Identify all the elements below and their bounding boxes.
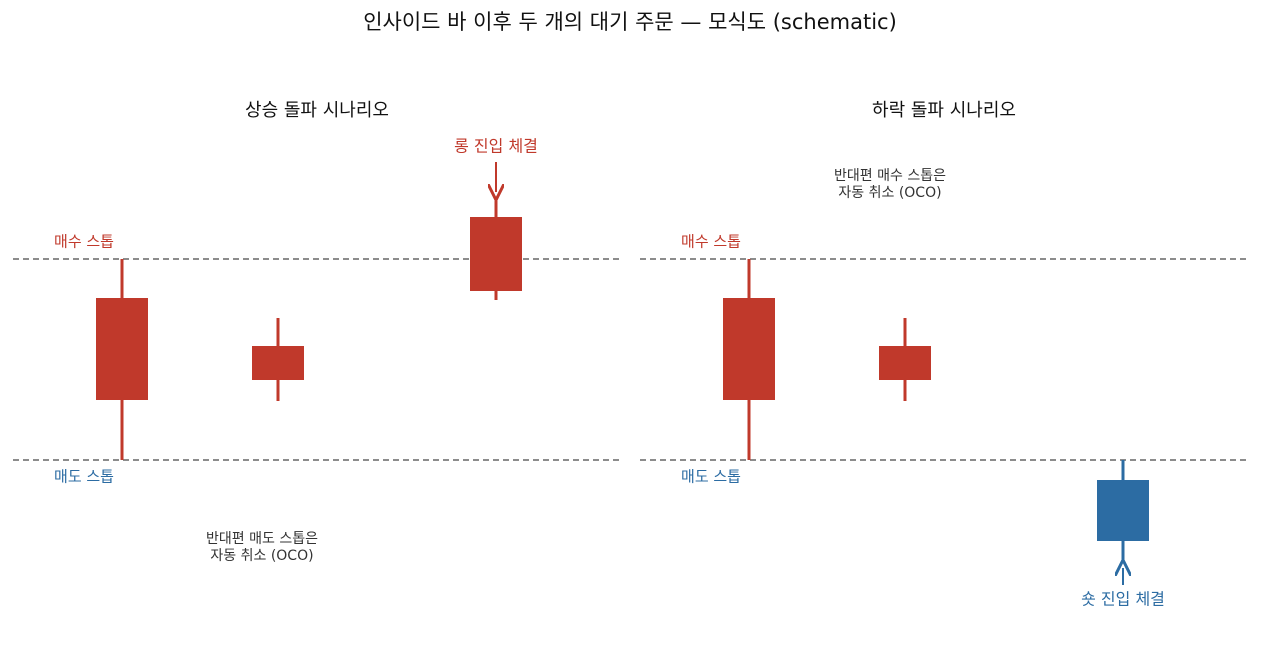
candle xyxy=(723,298,775,400)
candle xyxy=(96,298,148,400)
panel-title: 하락 돌파 시나리오 xyxy=(872,100,1016,121)
sell-stop-label: 매도 스톱 xyxy=(54,468,114,486)
note: 반대편 매도 스톱은 xyxy=(206,531,318,547)
candle xyxy=(879,346,931,380)
panel: 상승 돌파 시나리오 매수 스톱 매도 스톱 롱 진입 체결 반대편 매도 스톱… xyxy=(13,100,620,564)
note: 자동 취소 (OCO) xyxy=(838,185,941,201)
candle xyxy=(470,217,522,291)
title: 인사이드 바 이후 두 개의 대기 주문 — 모식도 (schematic) xyxy=(363,10,897,34)
buy-stop-label: 매수 스톱 xyxy=(54,233,114,251)
candle xyxy=(1097,480,1149,541)
panel-title: 상승 돌파 시나리오 xyxy=(245,100,389,121)
note: 반대편 매수 스톱은 xyxy=(834,168,946,184)
note: 자동 취소 (OCO) xyxy=(210,548,313,564)
sell-stop-label: 매도 스톱 xyxy=(681,468,741,486)
entry-label: 롱 진입 체결 xyxy=(454,137,538,156)
buy-stop-label: 매수 스톱 xyxy=(681,233,741,251)
candle xyxy=(252,346,304,380)
entry-label: 숏 진입 체결 xyxy=(1081,590,1165,609)
panel: 하락 돌파 시나리오 매수 스톱 매도 스톱 숏 진입 체결 반대편 매수 스톱… xyxy=(640,100,1248,609)
